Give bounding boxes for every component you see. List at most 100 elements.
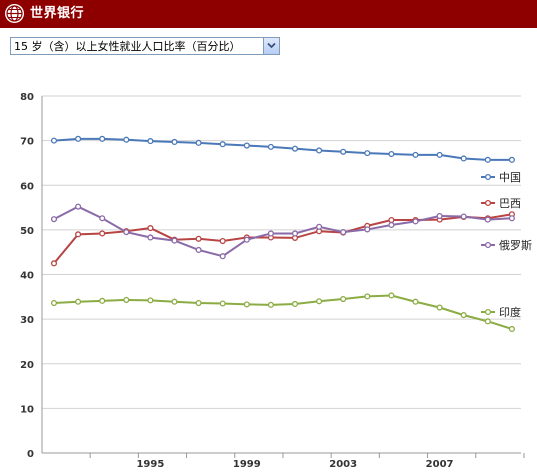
indicator-select[interactable]: 15 岁（含）以上女性就业人口比率（百分比） [10,37,280,55]
data-point [147,234,154,241]
data-point [388,217,395,224]
data-point [195,246,202,254]
data-point [171,237,178,244]
legend-label: 俄罗斯 [499,239,532,252]
data-point [75,135,82,142]
data-point [508,156,515,163]
data-point [243,236,250,243]
data-point [219,141,226,148]
data-point [99,297,106,304]
data-point [147,297,154,304]
data-point [340,229,347,236]
x-tick-label: 1995 [136,459,164,470]
data-point [219,253,226,260]
data-point [340,295,347,303]
series-line [53,137,512,161]
data-point [75,231,82,238]
data-point [50,300,58,307]
legend-label: 中国 [499,171,521,184]
data-point [412,218,419,225]
data-point [219,237,226,245]
data-point [243,142,250,149]
data-point [99,215,106,222]
data-point [436,304,443,311]
globe-icon [5,4,24,23]
data-point [99,135,106,142]
indicator-select-value: 15 岁（含）以上女性就业人口比率（百分比） [14,40,241,53]
data-point [412,151,419,158]
legend-label: 巴西 [499,197,521,210]
data-point [243,301,250,308]
data-point [412,298,419,305]
x-tick-label: 2003 [329,459,357,470]
data-point [99,230,106,237]
y-tick-label: 30 [20,315,34,326]
data-point [75,203,82,210]
y-tick-label: 0 [27,449,34,460]
data-point [219,300,226,307]
data-point [364,293,371,300]
legend-marker [484,308,492,316]
series-line [53,294,513,330]
y-tick-label: 60 [20,181,34,192]
data-point [147,225,154,232]
data-point [267,301,274,308]
data-point [484,156,491,163]
x-tick-label: 1999 [233,459,261,470]
data-point [364,226,371,233]
y-tick-label: 10 [20,404,34,415]
legend-label: 印度 [499,305,521,319]
data-point [316,223,323,230]
data-point [484,216,491,223]
legend-marker [484,199,492,207]
data-point [508,325,515,332]
brand-title: 世界银行 [30,6,85,21]
data-point [171,138,178,146]
header-bar: 世界银行 [0,0,537,28]
data-point [267,143,274,150]
series-line [53,213,513,264]
data-point [340,148,347,155]
data-point [388,292,395,299]
data-point [50,216,58,223]
y-tick-label: 80 [20,92,34,103]
data-point [267,230,274,237]
data-point [316,298,323,305]
data-point [50,260,58,267]
data-point [50,137,58,144]
data-point [195,300,202,307]
y-tick-label: 40 [20,271,34,282]
data-point [123,296,130,303]
data-point [436,212,443,220]
data-point [75,298,82,305]
data-point [436,151,443,158]
series-line [53,205,512,258]
y-tick-label: 20 [20,360,34,371]
data-point [460,213,467,220]
data-point [364,150,371,157]
legend-marker [484,241,492,249]
data-point [484,318,491,325]
data-point [388,221,395,229]
y-tick-label: 70 [20,137,34,148]
y-tick-label: 50 [20,226,34,237]
data-point [460,155,467,162]
data-point [147,138,154,145]
data-point [291,145,299,152]
data-point [291,230,299,237]
data-point [195,139,202,146]
data-point [316,147,323,154]
data-point [195,235,202,242]
data-point [508,215,515,222]
data-point [171,298,178,305]
legend-marker [484,173,492,181]
chevron-down-icon [267,42,276,49]
data-point [388,150,395,158]
data-point [460,312,467,319]
dropdown-button[interactable] [263,38,279,54]
x-tick-label: 2007 [426,459,454,470]
data-point [291,300,299,308]
data-point [123,136,130,143]
data-point [123,229,130,236]
